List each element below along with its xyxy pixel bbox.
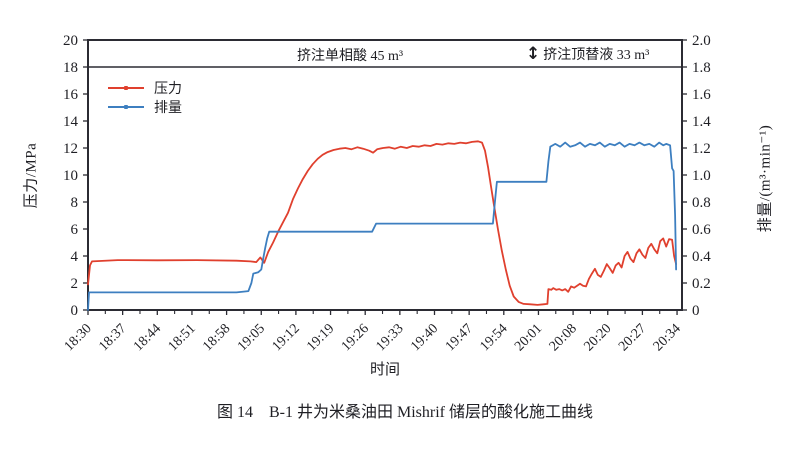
pressure-curve [87,140,677,306]
y-axis-right-ticks: 0 0.2 0.4 0.6 0.8 1.0 1.2 1.4 1.6 1.8 2.0 [682,33,711,319]
y-right-tick-label: 1.4 [692,114,711,130]
y-left-tick-label: 20 [63,33,78,49]
y-right-tick-label: 0.8 [692,195,711,211]
x-tick-label: 19:12 [270,321,303,354]
x-tick-label: 20:08 [547,321,580,354]
x-tick-label: 18:51 [166,321,199,354]
x-tick-label: 20:27 [616,321,649,354]
y-axis-left-title: 压力/MPa [23,142,40,209]
y-right-tick-label: 0.6 [692,222,711,238]
y-left-tick-label: 6 [71,222,79,238]
y-right-tick-label: 1.8 [692,60,711,76]
x-tick-label: 20:20 [581,321,614,354]
legend-label-pressure: 压力 [154,82,182,97]
x-tick-label: 19:54 [477,321,510,354]
x-tick-label: 19:33 [374,321,407,354]
y-right-tick-label: 1.6 [692,87,711,103]
caption-text: B-1 井为米桑油田 Mishrif 储层的酸化施工曲线 [269,404,594,421]
y-left-tick-label: 8 [71,195,79,211]
y-left-tick-label: 4 [71,249,79,265]
y-right-tick-label: 0 [692,303,700,319]
x-axis-title: 时间 [369,362,400,378]
x-tick-label: 20:01 [512,321,545,354]
y-axis-right-title: 排量/(m³·min⁻¹) [757,124,774,233]
y-left-tick-label: 0 [71,303,79,319]
rate-line-swatch [108,105,144,109]
y-right-tick-label: 2.0 [692,33,711,49]
x-tick-label: 19:47 [443,321,476,354]
x-axis-ticks: 18:30 18:37 18:44 18:51 18:58 19:05 19:12 19:19… [62,310,684,354]
x-tick-label: 18:30 [62,321,95,354]
legend-item-pressure: 压力 [108,80,182,97]
annotation-displacement-label: 挤注顶替液 33 m³ [543,48,650,63]
x-tick-label: 18:58 [200,321,233,354]
x-tick-label: 19:19 [304,321,337,354]
y-axis-left-ticks: 0 2 4 6 8 10 12 14 16 18 20 [63,33,88,319]
x-tick-label: 18:37 [96,321,129,354]
legend-item-rate: 排量 [108,99,182,116]
annotation-displacement-fluid: ↕ 挤注顶替液 33 m³ [526,44,649,64]
y-right-tick-label: 1.2 [692,141,711,157]
rate-curve [87,141,677,311]
caption-number: 图 14 [216,404,253,421]
y-right-tick-label: 1.0 [692,168,711,184]
y-right-tick-label: 0.2 [692,276,711,292]
x-tick-label: 18:44 [131,321,164,354]
y-left-tick-label: 18 [63,60,78,76]
pressure-line-swatch [108,86,144,90]
legend-label-rate: 排量 [154,101,182,116]
annotation-single-phase-acid: 挤注单相酸 45 m³ [296,49,404,64]
figure-caption: 图 14 B-1 井为米桑油田 Mishrif 储层的酸化施工曲线 [0,398,810,422]
x-tick-label: 19:40 [408,321,441,354]
y-left-tick-label: 16 [63,87,79,103]
x-tick-label: 19:05 [235,321,268,354]
y-left-tick-label: 2 [71,276,79,292]
y-left-tick-label: 12 [63,141,78,157]
y-left-tick-label: 10 [63,168,78,184]
y-left-tick-label: 14 [63,114,79,130]
updown-arrow-icon: ↕ [526,43,541,64]
x-tick-label: 19:26 [339,321,372,354]
y-right-tick-label: 0.4 [692,249,711,265]
x-tick-label: 20:34 [651,321,684,354]
legend: 压力 排量 [108,80,182,116]
